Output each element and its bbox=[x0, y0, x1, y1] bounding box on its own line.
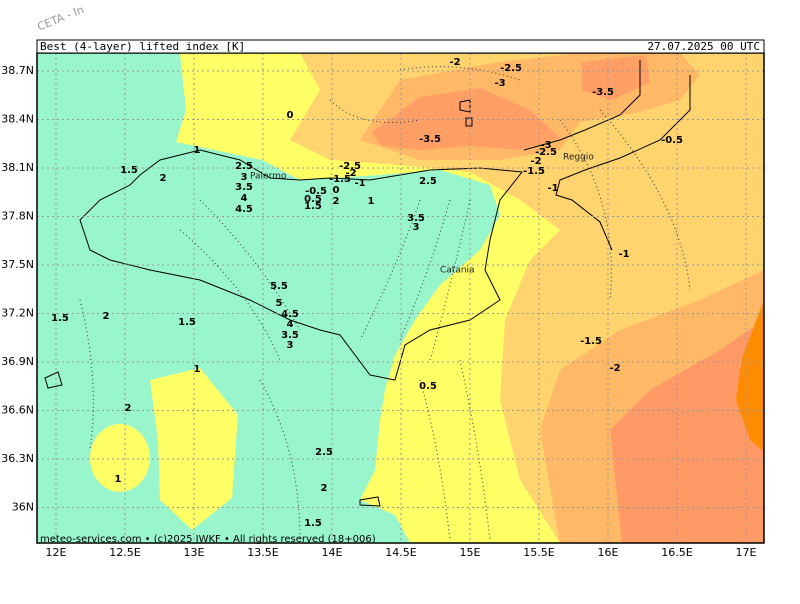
contour-label: 3.5 bbox=[281, 330, 299, 341]
contour-label: -2.5 bbox=[500, 63, 522, 74]
place-label: Reggio bbox=[563, 153, 594, 163]
lat-label: 37.8N bbox=[1, 210, 34, 223]
contour-label: -2 bbox=[609, 363, 620, 374]
contour-label: 0 bbox=[287, 110, 294, 121]
contour-label: -1 bbox=[354, 178, 365, 189]
contour-label: -3 bbox=[540, 140, 551, 151]
contour-label: 3.5 bbox=[407, 213, 425, 224]
contour-label: 1.5 bbox=[178, 317, 196, 328]
lon-label: 15E bbox=[460, 546, 481, 559]
contour-label: 1.5 bbox=[51, 313, 69, 324]
contour-label: 3 bbox=[287, 340, 294, 351]
contour-label: -1.5 bbox=[523, 166, 545, 177]
contour-label: 1 bbox=[115, 474, 122, 485]
place-label: Catania bbox=[440, 266, 475, 276]
contour-label: -2 bbox=[449, 57, 460, 68]
contour-label: -2.5 bbox=[339, 161, 361, 172]
lat-label: 37.2N bbox=[1, 307, 34, 320]
contour-label: 3.5 bbox=[235, 182, 253, 193]
contour-label: 2 bbox=[125, 403, 132, 414]
lat-label: 38.7N bbox=[1, 64, 34, 77]
header-time: 27.07.2025 00 UTC bbox=[647, 40, 760, 53]
contour-label: -1 bbox=[547, 183, 558, 194]
lat-label: 37.5N bbox=[1, 258, 34, 271]
lat-label: 38.4N bbox=[1, 113, 34, 126]
contour-label: -3 bbox=[494, 78, 505, 89]
lon-label: 14.5E bbox=[385, 546, 416, 559]
header-title: Best (4-layer) lifted index [K] bbox=[40, 40, 245, 53]
contour-label: 1 bbox=[194, 145, 201, 156]
contour-label: -2 bbox=[345, 168, 356, 179]
contour-label: 0 bbox=[333, 185, 340, 196]
contour-label: 0.5 bbox=[419, 381, 437, 392]
contour-label: 2 bbox=[160, 173, 167, 184]
contour-label: 3 bbox=[241, 172, 248, 183]
place-label: Palermo bbox=[250, 172, 287, 182]
contour-label: 2 bbox=[333, 196, 340, 207]
contour-label: 3 bbox=[413, 222, 420, 233]
contour-label: 2 bbox=[103, 311, 110, 322]
contour-label: -2.5 bbox=[535, 147, 557, 158]
contour-label: 2.5 bbox=[419, 176, 437, 187]
lon-label: 15.5E bbox=[523, 546, 554, 559]
watermark: CETA - In bbox=[35, 3, 86, 33]
footer: meteo-services.com • (c)2025 IWKF • All … bbox=[40, 534, 376, 545]
contour-label: -0.5 bbox=[305, 186, 327, 197]
contour-label: -3.5 bbox=[419, 134, 441, 145]
lon-label: 12E bbox=[46, 546, 67, 559]
lon-label: 13.5E bbox=[247, 546, 278, 559]
contour-label: 4.5 bbox=[235, 204, 253, 215]
lat-label: 36N bbox=[12, 501, 34, 514]
lat-label: 36.6N bbox=[1, 404, 34, 417]
lon-label: 14E bbox=[322, 546, 343, 559]
contour-label: 1.5 bbox=[304, 518, 322, 529]
contour-label: 4 bbox=[287, 319, 294, 330]
header-bar bbox=[36, 39, 765, 54]
contour-label: -0.5 bbox=[661, 135, 683, 146]
contour-label: -1.5 bbox=[580, 336, 602, 347]
contour-label: -1 bbox=[618, 249, 629, 260]
lat-label: 36.3N bbox=[1, 452, 34, 465]
graticule bbox=[37, 53, 764, 543]
contour-label: 1 bbox=[368, 196, 375, 207]
contour-label: -1.5 bbox=[329, 174, 351, 185]
contour-label: -2 bbox=[530, 156, 541, 167]
contour-label: 0.5 bbox=[304, 194, 322, 205]
contour-label: 2.5 bbox=[235, 161, 253, 172]
contour-label: 5.5 bbox=[270, 281, 288, 292]
contour-label: 5 bbox=[276, 298, 283, 309]
contour-label: 4.5 bbox=[281, 309, 299, 320]
lon-label: 16.5E bbox=[661, 546, 692, 559]
contour-label: -3.5 bbox=[592, 87, 614, 98]
lon-label: 13E bbox=[184, 546, 205, 559]
contour-label: 1.5 bbox=[120, 165, 138, 176]
lat-label: 36.9N bbox=[1, 355, 34, 368]
contour-label: 4 bbox=[241, 193, 248, 204]
contour-label: 1.5 bbox=[304, 201, 322, 212]
lat-label: 38.1N bbox=[1, 161, 34, 174]
contour-label: 1 bbox=[194, 364, 201, 375]
lon-label: 17E bbox=[736, 546, 757, 559]
contour-label: 2 bbox=[321, 483, 328, 494]
lon-label: 16E bbox=[598, 546, 619, 559]
contour-label: 2.5 bbox=[315, 447, 333, 458]
lon-label: 12.5E bbox=[109, 546, 140, 559]
